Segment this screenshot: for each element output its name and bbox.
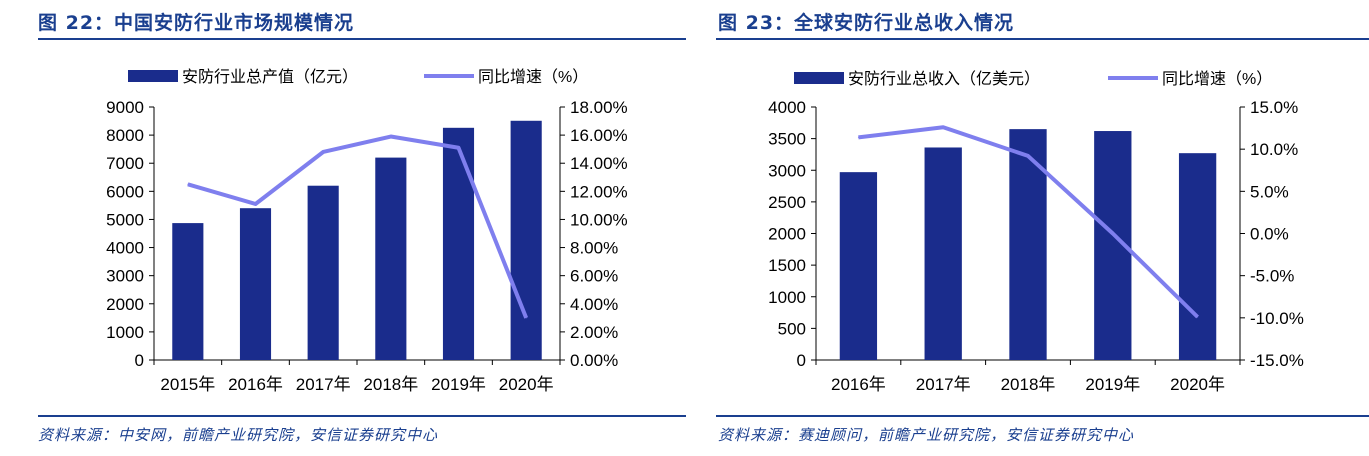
y-tick-label-right: 4.00% [570, 295, 618, 314]
y-tick-label-left: 1500 [768, 256, 806, 275]
x-tick-label: 2016年 [228, 375, 283, 394]
y-tick-label-left: 2000 [106, 295, 144, 314]
figure-title: 图 22：中国安防行业市场规模情况 [38, 12, 355, 34]
bar [239, 208, 272, 360]
growth-point [942, 126, 944, 128]
y-tick-label-right: 2.00% [570, 323, 618, 342]
growth-point [1112, 233, 1114, 234]
x-tick-label: 2020年 [499, 375, 554, 394]
bar [172, 223, 204, 360]
x-tick-label: 2015年 [160, 375, 215, 394]
growth-point [1197, 316, 1199, 318]
y-tick-label-left: 3000 [106, 267, 144, 286]
legend-label-line: 同比增速（%） [478, 68, 588, 86]
y-tick-label-left: 4000 [768, 98, 806, 117]
growth-point [857, 136, 859, 138]
growth-point [458, 147, 459, 149]
x-tick-label: 2019年 [1085, 375, 1140, 394]
legend-label-bar: 安防行业总收入（亿美元） [848, 70, 1040, 88]
x-tick-label: 2019年 [431, 375, 486, 394]
growth-point [322, 151, 324, 153]
y-tick-label-right: 10.00% [570, 210, 628, 229]
source-note: 资料来源：中安网，前瞻产业研究院，安信证券研究中心 [38, 426, 439, 444]
y-tick-label-left: 0 [135, 351, 144, 370]
legend-label-line: 同比增速（%） [1162, 70, 1272, 88]
source-rule [716, 415, 1369, 417]
x-tick-label: 2018年 [1001, 375, 1056, 394]
y-tick-label-left: 6000 [106, 182, 144, 201]
x-tick-label: 2016年 [831, 375, 886, 394]
y-tick-label-left: 8000 [106, 126, 144, 145]
y-tick-label-left: 1000 [768, 288, 806, 307]
x-tick-label: 2020年 [1170, 375, 1225, 394]
y-tick-label-left: 500 [778, 319, 806, 338]
legend-swatch-bar [128, 70, 178, 82]
y-tick-label-right: 8.00% [570, 239, 618, 258]
figure-title: 图 23：全球安防行业总收入情况 [718, 12, 1015, 34]
bar [375, 157, 407, 360]
y-tick-label-right: -15.0% [1250, 351, 1304, 370]
x-tick-label: 2017年 [916, 375, 971, 394]
y-tick-label-left: 7000 [106, 154, 144, 173]
y-tick-label-right: 16.00% [570, 126, 628, 145]
legend-swatch-bar [794, 72, 844, 84]
y-tick-label-left: 5000 [106, 210, 144, 229]
y-tick-label-left: 3500 [768, 130, 806, 149]
figure-23-panel: 图 23：全球安防行业总收入情况 0 500 1000 1500 2000 2500 300… [712, 0, 1369, 456]
chart-china-security-market: 0 1000 2000 3000 4000 5000 6000 7000 8000 9000 0.0… [106, 68, 628, 394]
title-rule [716, 38, 1369, 40]
y-tick-label-right: 12.00% [570, 182, 628, 201]
source-rule [38, 415, 686, 417]
growth-point [187, 183, 189, 185]
y-tick-label-right: 0.0% [1250, 225, 1289, 244]
x-tick-label: 2018年 [363, 375, 418, 394]
bar [1009, 129, 1047, 360]
y-tick-label-right: 15.0% [1250, 98, 1298, 117]
y-tick-label-left: 3000 [768, 161, 806, 180]
x-tick-label: 2017年 [296, 375, 351, 394]
growth-point [255, 203, 256, 205]
y-tick-label-right: -5.0% [1250, 267, 1294, 286]
source-note: 资料来源：赛迪顾问，前瞻产业研究院，安信证券研究中心 [718, 426, 1135, 444]
title-rule [38, 38, 686, 40]
bar [307, 185, 339, 360]
growth-point [525, 317, 527, 319]
y-tick-label-right: 10.0% [1250, 140, 1298, 159]
y-tick-label-right: 5.0% [1250, 182, 1289, 201]
figure-22-panel: 图 22：中国安防行业市场规模情况 0 1000 2000 3000 4000 5000 6… [38, 12, 686, 444]
bar [510, 120, 542, 360]
y-tick-label-right: 14.00% [570, 154, 628, 173]
bar [839, 172, 878, 360]
y-tick-label-left: 1000 [106, 323, 144, 342]
y-tick-label-right: 6.00% [570, 267, 618, 286]
chart-global-security-revenue: 0 500 1000 1500 2000 2500 3000 3500 4000 -15.0% -1… [768, 70, 1304, 394]
y-tick-label-left: 2000 [768, 225, 806, 244]
y-tick-label-left: 0 [797, 351, 806, 370]
y-tick-label-right: -10.0% [1250, 309, 1304, 328]
bar [1178, 153, 1217, 360]
bar [924, 147, 962, 360]
legend-label-bar: 安防行业总产值（亿元） [182, 68, 358, 86]
y-tick-label-right: 0.00% [570, 351, 618, 370]
growth-point [390, 136, 392, 138]
growth-line [187, 134, 529, 319]
y-tick-label-right: 18.00% [570, 98, 628, 117]
bar [442, 127, 475, 361]
y-tick-label-left: 2500 [768, 193, 806, 212]
growth-point [1027, 155, 1029, 157]
y-tick-label-left: 4000 [106, 239, 144, 258]
y-tick-label-left: 9000 [106, 98, 144, 117]
